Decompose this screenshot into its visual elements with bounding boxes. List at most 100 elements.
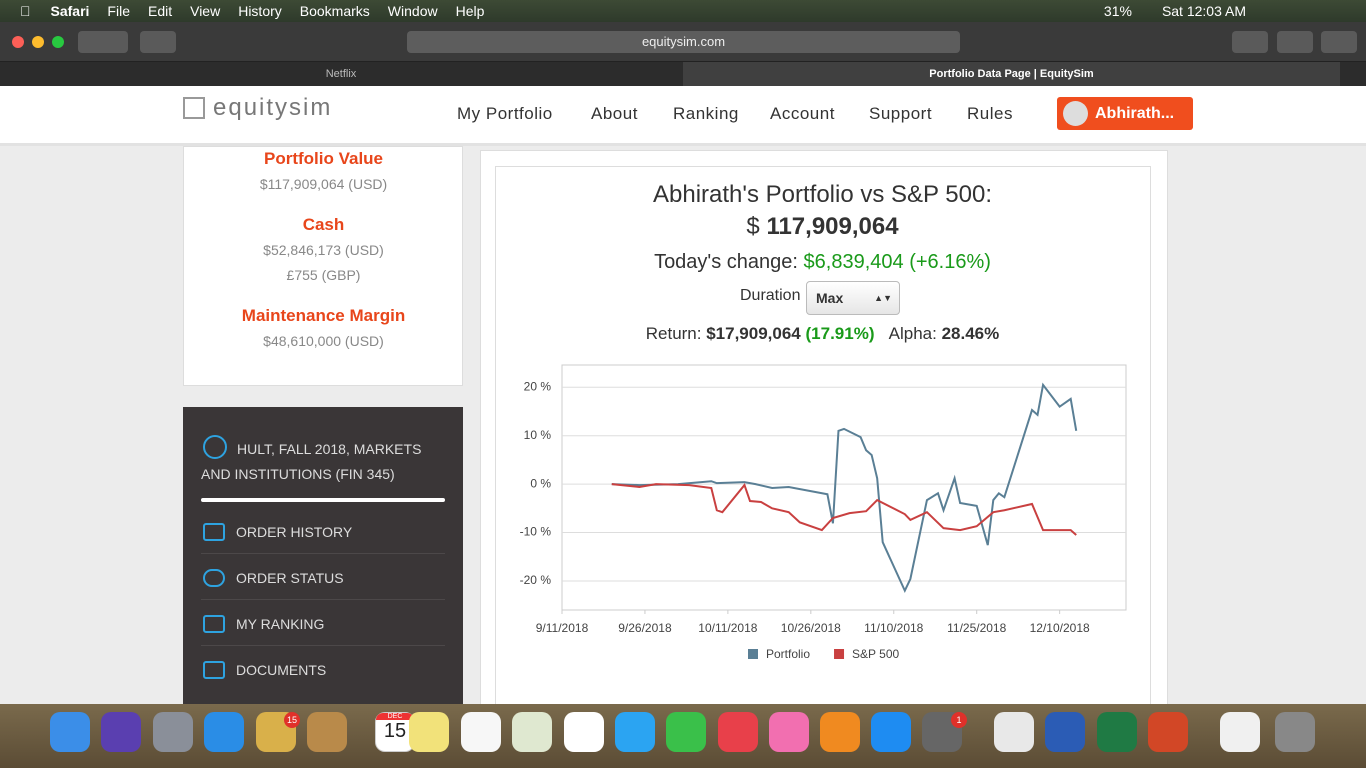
app-icon[interactable] bbox=[769, 712, 809, 752]
legend-swatch bbox=[748, 649, 758, 659]
user-menu[interactable]: Abhirath... bbox=[1057, 97, 1193, 130]
sidebar: HULT, FALL 2018, MARKETS AND INSTITUTION… bbox=[183, 407, 463, 704]
app-icon[interactable] bbox=[512, 712, 552, 752]
address: equitysim.com bbox=[641, 34, 726, 49]
plot-area bbox=[561, 364, 1127, 611]
logo[interactable]: equitysim bbox=[213, 94, 333, 121]
chart-heading: Abhirath's Portfolio vs S&P 500: bbox=[653, 181, 992, 208]
app-icon[interactable] bbox=[718, 712, 758, 752]
menu-item[interactable]: Bookmarks bbox=[289, 3, 370, 19]
summary-line: £755 (GBP) bbox=[286, 267, 361, 283]
return-value: $17,909,064 bbox=[706, 324, 801, 343]
nav-link[interactable]: Account bbox=[770, 104, 835, 123]
nav-link[interactable]: About bbox=[591, 104, 638, 123]
app-icon[interactable] bbox=[204, 712, 244, 752]
y-tick-label: 0 % bbox=[530, 476, 551, 490]
calendar-icon[interactable]: DEC 15 bbox=[375, 712, 415, 752]
link-icon bbox=[203, 569, 225, 587]
nav-link[interactable]: Ranking bbox=[673, 104, 739, 123]
app-icon[interactable] bbox=[1045, 712, 1085, 752]
tab[interactable]: Netflix bbox=[325, 68, 357, 80]
app-icon[interactable] bbox=[1220, 712, 1260, 752]
y-tick-label: 20 % bbox=[524, 379, 552, 393]
x-tick-label: 12/10/2018 bbox=[1030, 621, 1090, 635]
app-icon[interactable] bbox=[1148, 712, 1188, 752]
x-tick-label: 10/11/2018 bbox=[698, 621, 757, 635]
app-icon[interactable] bbox=[409, 712, 449, 752]
sidebar-button[interactable] bbox=[140, 31, 176, 53]
app-icon[interactable] bbox=[820, 712, 860, 752]
x-tick-label: 10/26/2018 bbox=[781, 621, 841, 635]
back-forward[interactable] bbox=[78, 31, 128, 53]
x-tick-label: 9/26/2018 bbox=[618, 621, 672, 635]
value: 117,909,064 bbox=[766, 213, 899, 240]
clock[interactable]: Sat 12:03 AM bbox=[1161, 3, 1246, 19]
app-icon[interactable] bbox=[1275, 712, 1315, 752]
menu-bar:  Safari File Edit View History Bookmarks Win… bbox=[0, 0, 1366, 22]
battery[interactable]: 31% bbox=[1103, 3, 1132, 19]
return-pct: (17.91%) bbox=[805, 324, 875, 343]
summary-title: Maintenance Margin bbox=[241, 306, 406, 325]
series-line bbox=[611, 382, 1078, 593]
link-icon bbox=[203, 661, 225, 679]
course-icon bbox=[203, 435, 227, 459]
link-icon bbox=[203, 615, 225, 633]
divider bbox=[201, 553, 445, 554]
nav-link[interactable]: Rules bbox=[967, 104, 1013, 123]
sidebar-link[interactable]: ORDER STATUS bbox=[236, 570, 344, 586]
address-bar[interactable]: equitysim.com bbox=[407, 31, 960, 53]
alpha-label: Alpha: bbox=[888, 324, 937, 343]
duration: Max bbox=[816, 290, 844, 306]
sidebar-link[interactable]: ORDER HISTORY bbox=[236, 524, 353, 540]
app-icon[interactable] bbox=[615, 712, 655, 752]
divider bbox=[201, 498, 445, 502]
minimize-button[interactable] bbox=[32, 36, 44, 48]
sidebar-link[interactable]: MY RANKING bbox=[236, 616, 325, 632]
series-line bbox=[611, 483, 1077, 536]
portfolio-value: $ 117,909,064 bbox=[495, 213, 1150, 241]
divider bbox=[201, 645, 445, 646]
share-button[interactable] bbox=[1277, 31, 1313, 53]
legend-swatch bbox=[834, 649, 845, 659]
app-icon[interactable] bbox=[307, 712, 347, 752]
y-tick-label: -20 % bbox=[520, 573, 552, 587]
legend-label: S&P 500 bbox=[852, 647, 899, 661]
summary-line: $117,909,064 (USD) bbox=[259, 176, 388, 192]
zoom-button[interactable] bbox=[52, 36, 64, 48]
summary-title: Portfolio Value bbox=[263, 149, 384, 168]
app-name[interactable]: Safari bbox=[40, 3, 90, 19]
close-button[interactable] bbox=[12, 36, 24, 48]
menu-item[interactable]: Window bbox=[377, 3, 438, 19]
apple-menu[interactable]:  bbox=[20, 3, 31, 19]
duration-select[interactable]: Max ▲▼ bbox=[806, 281, 900, 315]
summary-title: Cash bbox=[302, 215, 345, 234]
calendar-day: 15 bbox=[383, 720, 407, 742]
app-icon[interactable] bbox=[871, 712, 911, 752]
app-icon[interactable] bbox=[461, 712, 501, 752]
course[interactable]: HULT, FALL 2018, MARKETS AND INSTITUTION… bbox=[201, 441, 422, 482]
app-icon[interactable] bbox=[101, 712, 141, 752]
nav-link[interactable]: My Portfolio bbox=[457, 104, 553, 123]
nav-link[interactable]: Support bbox=[869, 104, 933, 123]
x-tick-label: 11/25/2018 bbox=[947, 621, 1006, 635]
tabs-button[interactable] bbox=[1321, 31, 1357, 53]
app-icon[interactable] bbox=[1097, 712, 1137, 752]
x-tick-label: 9/11/2018 bbox=[536, 621, 589, 635]
downloads-button[interactable] bbox=[1232, 31, 1268, 53]
app-icon[interactable] bbox=[994, 712, 1034, 752]
x-tick-label: 11/10/2018 bbox=[864, 621, 923, 635]
avatar bbox=[1063, 101, 1088, 126]
app-icon[interactable] bbox=[50, 712, 90, 752]
app-icon[interactable] bbox=[153, 712, 193, 752]
app-icon[interactable] bbox=[666, 712, 706, 752]
menu-item[interactable]: History bbox=[227, 3, 282, 19]
sidebar-link[interactable]: DOCUMENTS bbox=[236, 662, 327, 678]
menu-item[interactable]: Edit bbox=[137, 3, 172, 19]
menu-item[interactable]: File bbox=[96, 3, 130, 19]
tab-active[interactable]: Portfolio Data Page | EquitySim bbox=[683, 62, 1340, 86]
return-label: Return: bbox=[645, 324, 702, 343]
menu-item[interactable]: View bbox=[179, 3, 220, 19]
app-icon[interactable] bbox=[564, 712, 604, 752]
menu-item[interactable]: Help bbox=[445, 3, 485, 19]
